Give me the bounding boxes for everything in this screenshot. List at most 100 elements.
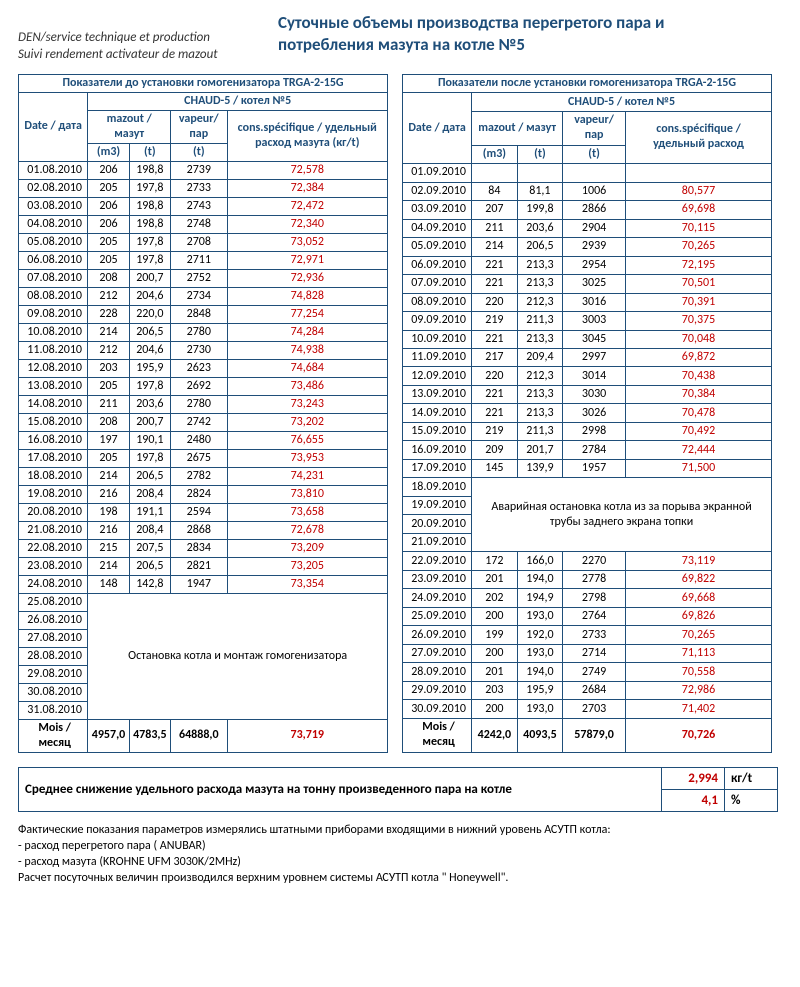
cell-date: 12.08.2010 [19, 359, 88, 377]
cell-date: 13.08.2010 [19, 377, 88, 395]
cell-date: 25.08.2010 [19, 593, 88, 611]
cell-date: 08.08.2010 [19, 287, 88, 305]
cell-c: 73,119 [626, 552, 772, 570]
cell-m3: 220 [472, 367, 518, 385]
cell-c: 76,655 [227, 431, 387, 449]
cell-t: 213,3 [517, 330, 563, 348]
table-row: 28.09.2010201194,0274970,558 [403, 663, 772, 681]
cell-m3: 214 [88, 557, 129, 575]
cell-date: 19.09.2010 [403, 496, 472, 514]
subhead: CHAUD-5 / котел №5 [88, 92, 388, 110]
cell-v: 2734 [171, 287, 228, 305]
service-note: DEN/service technique et production Suiv… [18, 12, 278, 64]
cell-t: 199,8 [517, 201, 563, 219]
table-row: 17.08.2010205197,8267573,953 [19, 449, 388, 467]
cell-date: 01.08.2010 [19, 161, 88, 179]
cell-c: 73,052 [227, 233, 387, 251]
table-row: 13.09.2010221213,3303070,384 [403, 385, 772, 403]
cell-date: 08.09.2010 [403, 293, 472, 311]
cell-m3: 200 [472, 607, 518, 625]
cell-date: 02.08.2010 [19, 179, 88, 197]
table-row: 10.09.2010221213,3304570,048 [403, 330, 772, 348]
cell-t: 200,7 [129, 413, 170, 431]
cell-c: 72,384 [227, 179, 387, 197]
cell-c: 70,438 [626, 367, 772, 385]
cell-t: 139,9 [517, 459, 563, 478]
cell-c: 70,384 [626, 385, 772, 403]
cell-v: 2778 [563, 570, 626, 588]
cell-m3: 84 [472, 182, 518, 200]
cell-t: 220,0 [129, 305, 170, 323]
table-row: 03.08.2010206198,8274372,472 [19, 197, 388, 215]
cell-v: 2834 [171, 539, 228, 557]
cell-date: 21.09.2010 [403, 533, 472, 552]
cell-v: 2782 [171, 467, 228, 485]
cell-v [563, 164, 626, 182]
table-row: 04.08.2010206198,8274872,340 [19, 215, 388, 233]
cell-t: 213,3 [517, 275, 563, 293]
table-row: 22.09.2010172166,0227073,119 [403, 552, 772, 570]
table-row: 18.08.2010214206,5278274,231 [19, 467, 388, 485]
table-row: 14.09.2010221213,3302670,478 [403, 404, 772, 422]
cell-c: 69,826 [626, 607, 772, 625]
cell-date: 24.09.2010 [403, 589, 472, 607]
cell-v: 2703 [563, 700, 626, 719]
cell-v: 2270 [563, 552, 626, 570]
cell-t: 209,4 [517, 348, 563, 366]
cell-m3: 205 [88, 251, 129, 269]
cell-m3: 205 [88, 449, 129, 467]
col-date: Date / дата [19, 92, 88, 161]
cell-v: 3016 [563, 293, 626, 311]
cell-date: 14.09.2010 [403, 404, 472, 422]
col-vap-t: (t) [563, 145, 626, 164]
cell-m3: 221 [472, 275, 518, 293]
cell-date: 03.08.2010 [19, 197, 88, 215]
table-row: 10.08.2010214206,5278074,284 [19, 323, 388, 341]
table-row: 16.09.2010209201,7278472,444 [403, 441, 772, 459]
cell-c: 69,698 [626, 201, 772, 219]
cell-c: 77,254 [227, 305, 387, 323]
cell-m3: 214 [88, 323, 129, 341]
cell-c: 72,986 [626, 681, 772, 699]
total-t: 4093,5 [517, 718, 563, 752]
cell-v: 2730 [171, 341, 228, 359]
table-row: 05.09.2010214206,5293970,265 [403, 238, 772, 256]
cell-date: 06.08.2010 [19, 251, 88, 269]
cell-v: 2714 [563, 644, 626, 662]
cell-m3: 216 [88, 485, 129, 503]
total-v: 57879,0 [563, 718, 626, 752]
cell-t: 204,6 [129, 287, 170, 305]
cell-m3: 221 [472, 404, 518, 422]
cell-date: 19.08.2010 [19, 485, 88, 503]
cell-date: 05.09.2010 [403, 238, 472, 256]
cell-c: 72,578 [227, 161, 387, 179]
cell-t: 197,8 [129, 233, 170, 251]
cell-c: 72,195 [626, 256, 772, 274]
cell-t: 194,0 [517, 570, 563, 588]
cell-v: 3003 [563, 312, 626, 330]
cell-v: 2784 [563, 441, 626, 459]
cell-t: 201,7 [517, 441, 563, 459]
cell-v: 1006 [563, 182, 626, 200]
cell-date: 04.08.2010 [19, 215, 88, 233]
cell-c: 73,209 [227, 539, 387, 557]
cell-date: 02.09.2010 [403, 182, 472, 200]
cell-m3: 198 [88, 503, 129, 521]
cell-m3: 172 [472, 552, 518, 570]
col-date: Date / дата [403, 93, 472, 164]
cell-c: 73,243 [227, 395, 387, 413]
cell-t: 200,7 [129, 269, 170, 287]
cell-c: 73,486 [227, 377, 387, 395]
cell-v: 2748 [171, 215, 228, 233]
cell-v: 2742 [171, 413, 228, 431]
cell-v: 2764 [563, 607, 626, 625]
cell-m3: 221 [472, 385, 518, 403]
cell-date: 26.09.2010 [403, 626, 472, 644]
cell-date: 25.09.2010 [403, 607, 472, 625]
table-row: 02.08.2010205197,8273372,384 [19, 179, 388, 197]
col-t: (t) [517, 145, 563, 164]
total-m3: 4242,0 [472, 718, 518, 752]
cell-c: 72,936 [227, 269, 387, 287]
cell-c: 71,113 [626, 644, 772, 662]
summary: Среднее снижение удельного расхода мазут… [18, 767, 778, 812]
